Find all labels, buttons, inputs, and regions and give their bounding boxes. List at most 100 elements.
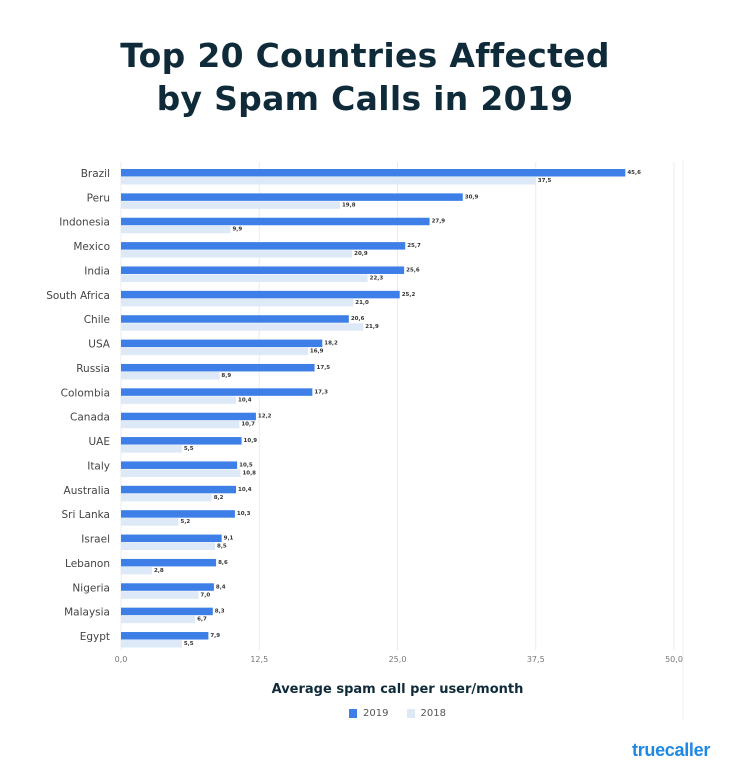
bar-2018 — [121, 274, 368, 282]
bar-2019 — [121, 461, 238, 469]
data-label-2018: 10,4 — [238, 397, 252, 403]
data-label-2019: 8,3 — [215, 609, 225, 615]
data-label-2019: 17,5 — [317, 365, 331, 371]
bar-2019 — [121, 607, 213, 616]
category-label: Malaysia — [64, 607, 110, 619]
bar-2019 — [121, 388, 313, 396]
category-label: India — [84, 265, 110, 277]
data-label-2019: 10,3 — [237, 511, 251, 517]
data-label-2018: 21,0 — [355, 300, 369, 306]
data-label-2018: 5,2 — [181, 519, 191, 525]
category-label: USA — [88, 339, 111, 351]
bar-2018 — [121, 298, 354, 307]
data-label-2019: 30,9 — [465, 194, 479, 200]
data-label-2018: 16,9 — [310, 349, 324, 355]
bar-2019 — [121, 315, 349, 323]
data-label-2018: 19,8 — [342, 202, 356, 208]
data-label-2019: 17,3 — [314, 389, 328, 395]
category-label: Sri Lanka — [61, 509, 110, 521]
legend-swatch-2018 — [406, 709, 415, 718]
bar-2018 — [121, 323, 364, 331]
category-label: Indonesia — [59, 217, 110, 229]
data-label-2018: 8,2 — [214, 495, 224, 501]
bar-2018 — [121, 518, 179, 526]
bar-2019 — [121, 534, 222, 543]
data-label-2019: 25,6 — [406, 267, 420, 273]
category-label: South Africa — [46, 290, 110, 302]
bar-2019 — [121, 217, 430, 226]
legend-label-2019: 2019 — [363, 708, 389, 719]
data-label-2019: 12,2 — [258, 414, 272, 420]
category-label: Colombia — [61, 387, 110, 399]
data-label-2019: 20,6 — [351, 316, 365, 322]
legend-swatch-2019 — [349, 709, 358, 718]
bar-2019 — [121, 169, 626, 177]
data-label-2019: 10,4 — [238, 487, 252, 493]
data-label-2018: 2,8 — [154, 568, 164, 574]
data-label-2018: 22,3 — [370, 275, 384, 281]
bar-2018 — [121, 347, 308, 356]
category-label: Lebanon — [65, 558, 110, 570]
data-label-2019: 8,6 — [218, 560, 228, 566]
legend-item-2018: 2018 — [406, 708, 446, 719]
category-label: Chile — [84, 314, 110, 326]
bar-2019 — [121, 558, 217, 567]
bar-2019 — [121, 412, 256, 421]
category-label: Mexico — [73, 241, 110, 253]
data-label-2018: 5,5 — [184, 446, 194, 452]
category-label: Russia — [76, 363, 110, 375]
data-label-2018: 7,0 — [200, 592, 210, 598]
data-label-2018: 5,5 — [184, 641, 194, 647]
x-tick-label: 25,0 — [389, 655, 407, 664]
data-label-2018: 8,5 — [217, 544, 227, 550]
bar-2018 — [121, 420, 240, 429]
x-tick-label: 37,5 — [527, 655, 545, 664]
bar-2018 — [121, 615, 196, 624]
bar-2019 — [121, 242, 406, 250]
title-line-1: Top 20 Countries Affected — [120, 36, 610, 75]
bar-2018 — [121, 591, 199, 599]
bar-2018 — [121, 201, 340, 209]
data-label-2018: 21,9 — [365, 324, 379, 330]
bar-2019 — [121, 193, 463, 201]
category-label: Israel — [81, 534, 110, 546]
bar-2018 — [121, 396, 237, 404]
bar-2018 — [121, 493, 212, 502]
bar-2018 — [121, 225, 231, 234]
data-label-2018: 37,5 — [538, 178, 552, 184]
data-label-2019: 7,9 — [210, 633, 220, 639]
title-line-2: by Spam Calls in 2019 — [156, 79, 574, 118]
data-label-2019: 8,4 — [216, 584, 226, 590]
bar-2018 — [121, 371, 220, 380]
data-label-2018: 10,8 — [242, 470, 256, 476]
legend: 2019 2018 — [121, 708, 674, 719]
data-label-2018: 20,9 — [354, 251, 368, 257]
data-label-2019: 25,7 — [407, 243, 421, 249]
category-label: UAE — [88, 436, 110, 448]
data-label-2019: 10,5 — [239, 462, 253, 468]
data-label-2019: 9,1 — [224, 536, 234, 542]
x-tick-label: 12,5 — [250, 655, 268, 664]
bar-2019 — [121, 290, 400, 299]
bar-2019 — [121, 437, 242, 445]
data-label-2018: 8,9 — [221, 373, 231, 379]
bar-2018 — [121, 640, 182, 648]
bar-2019 — [121, 485, 237, 494]
bar-2019 — [121, 632, 209, 640]
data-label-2019: 27,9 — [432, 219, 446, 225]
bar-2018 — [121, 469, 241, 477]
data-label-2019: 10,9 — [244, 438, 258, 444]
category-label: Canada — [70, 412, 110, 424]
legend-item-2019: 2019 — [349, 708, 389, 719]
bar-2018 — [121, 542, 216, 551]
bar-2019 — [121, 363, 315, 372]
x-axis-title: Average spam call per user/month — [271, 682, 524, 697]
truecaller-logo: truecaller — [632, 740, 711, 760]
data-label-2018: 6,7 — [197, 617, 207, 623]
category-label: Italy — [87, 460, 110, 472]
data-label-2018: 10,7 — [241, 422, 255, 428]
bar-2019 — [121, 339, 323, 348]
bar-2019 — [121, 266, 405, 274]
bar-2019 — [121, 583, 214, 591]
